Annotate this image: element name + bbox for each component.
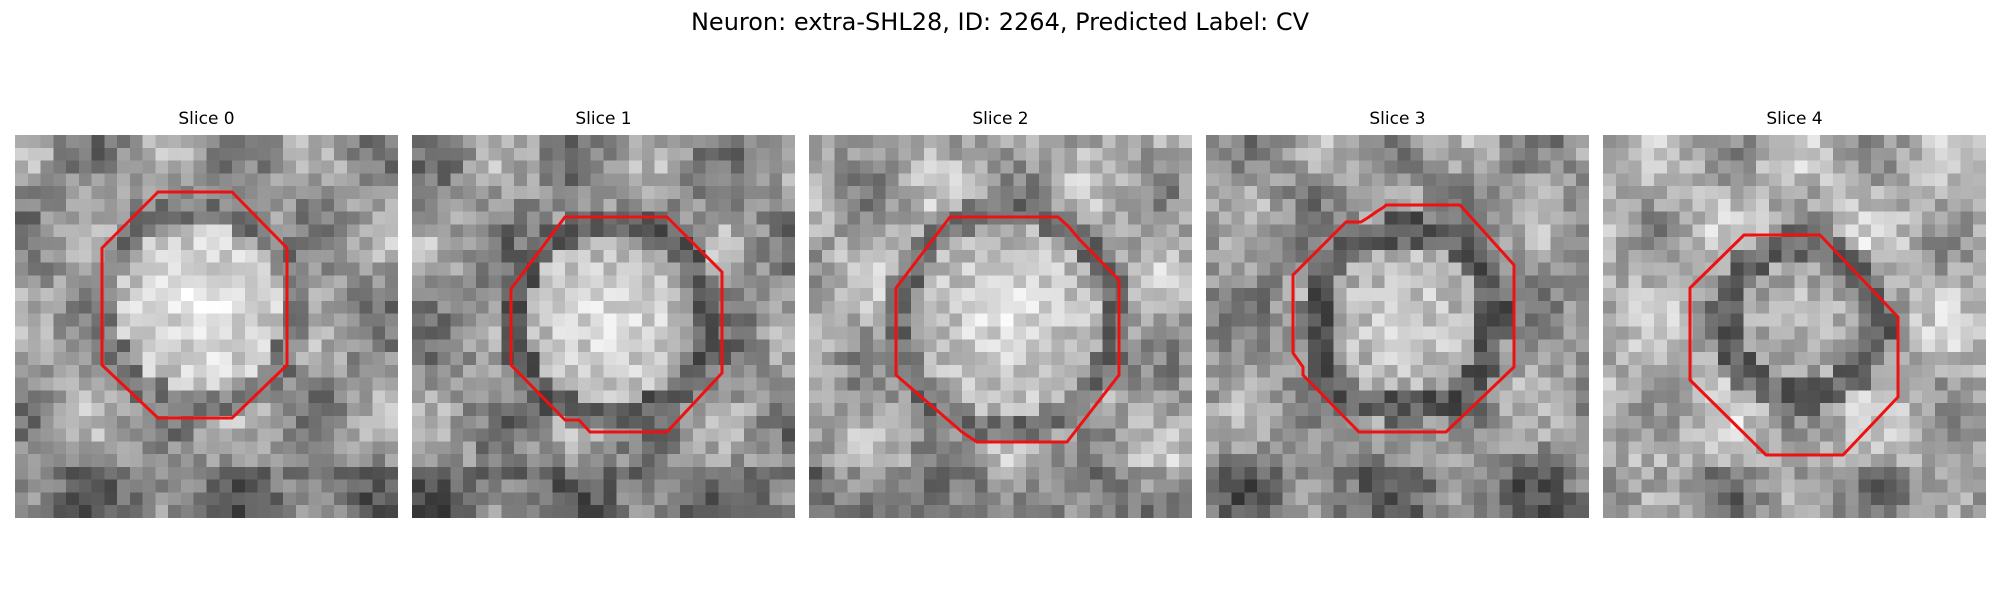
slice-panel-3: Slice 3 <box>1206 108 1589 518</box>
roi-contour <box>1688 233 1900 457</box>
slice-image <box>15 135 398 518</box>
grayscale-microscopy-image <box>15 135 398 518</box>
slice-title: Slice 3 <box>1369 109 1426 129</box>
roi-contour <box>509 215 724 434</box>
slice-image <box>1206 135 1589 518</box>
roi-contour <box>894 215 1121 444</box>
slice-image <box>412 135 795 518</box>
slice-panel-2: Slice 2 <box>809 108 1192 518</box>
slice-title: Slice 2 <box>972 109 1029 129</box>
grayscale-microscopy-image <box>1206 135 1589 518</box>
grayscale-microscopy-image <box>412 135 795 518</box>
slice-panel-1: Slice 1 <box>412 108 795 518</box>
roi-contour <box>100 190 289 420</box>
roi-contour <box>1291 203 1516 434</box>
slice-title: Slice 4 <box>1766 109 1823 129</box>
grayscale-microscopy-image <box>809 135 1192 518</box>
slice-image <box>809 135 1192 518</box>
slice-panel-0: Slice 0 <box>15 108 398 518</box>
slice-title: Slice 1 <box>575 109 632 129</box>
slice-panel-4: Slice 4 <box>1603 108 1986 518</box>
slice-title: Slice 0 <box>178 109 235 129</box>
slice-image <box>1603 135 1986 518</box>
figure-title: Neuron: extra-SHL28, ID: 2264, Predicted… <box>690 8 1310 36</box>
